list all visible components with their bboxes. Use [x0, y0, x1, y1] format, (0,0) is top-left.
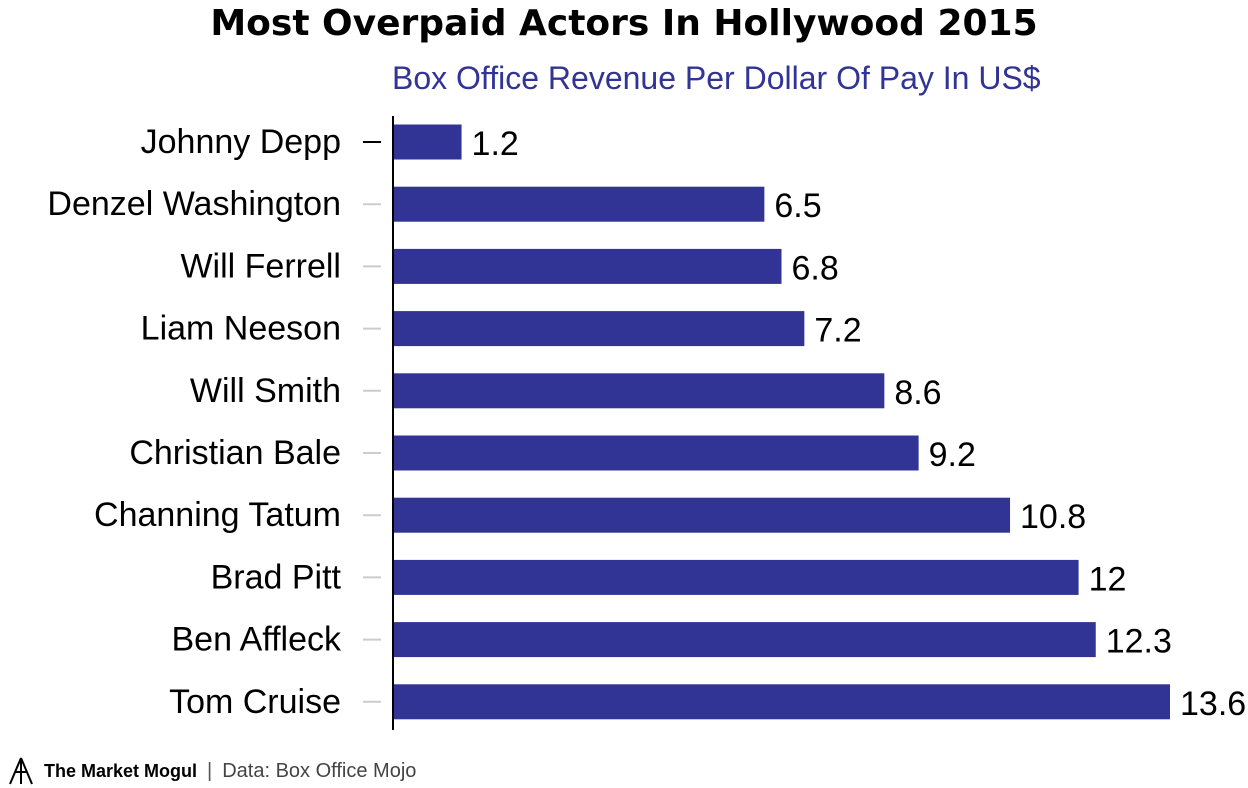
bar	[393, 248, 782, 284]
bar-chart: Johnny Depp 1.2 Denzel Washington 6.5 Will F…	[47, 116, 1246, 730]
bar-value-label: 9.2	[929, 436, 976, 474]
footer-separator: |	[207, 759, 213, 782]
category-label: Will Ferrell	[180, 247, 341, 285]
bar	[393, 435, 919, 471]
bar-value-label: 6.5	[774, 187, 821, 225]
bar-value-label: 8.6	[894, 374, 941, 412]
bar	[393, 186, 765, 222]
bar-value-label: 12.3	[1106, 623, 1172, 661]
bar	[393, 124, 462, 160]
bar-value-label: 10.8	[1020, 498, 1086, 536]
category-label: Brad Pitt	[211, 558, 342, 596]
category-label: Channing Tatum	[94, 496, 341, 534]
bar-value-label: 6.8	[792, 249, 839, 287]
footer: The Market Mogul | Data: Box Office Mojo	[8, 754, 416, 788]
bars-layer: Johnny Depp 1.2 Denzel Washington 6.5 Will F…	[47, 123, 1246, 723]
category-label: Tom Cruise	[169, 683, 341, 721]
bar-value-label: 12	[1089, 560, 1127, 598]
bar-value-label: 1.2	[472, 125, 519, 163]
chart-subtitle: Box Office Revenue Per Dollar Of Pay In …	[392, 60, 1041, 96]
category-label: Liam Neeson	[141, 310, 341, 348]
footer-source: Data: Box Office Mojo	[222, 759, 417, 782]
category-label: Denzel Washington	[47, 185, 341, 223]
bar	[393, 311, 805, 347]
category-label: Christian Bale	[129, 434, 341, 472]
bar	[393, 497, 1011, 533]
market-mogul-logo-icon	[9, 757, 33, 785]
bar	[393, 559, 1079, 595]
footer-brand: The Market Mogul	[44, 760, 198, 781]
bar	[393, 622, 1096, 658]
category-label: Will Smith	[190, 372, 341, 410]
bar	[393, 684, 1170, 720]
category-label: Johnny Depp	[141, 123, 341, 161]
category-label: Ben Affleck	[172, 621, 342, 659]
chart-title: Most Overpaid Actors In Hollywood 2015	[210, 3, 1038, 44]
bar	[393, 373, 885, 409]
bar-value-label: 7.2	[814, 312, 861, 350]
bar-value-label: 13.6	[1180, 685, 1246, 723]
